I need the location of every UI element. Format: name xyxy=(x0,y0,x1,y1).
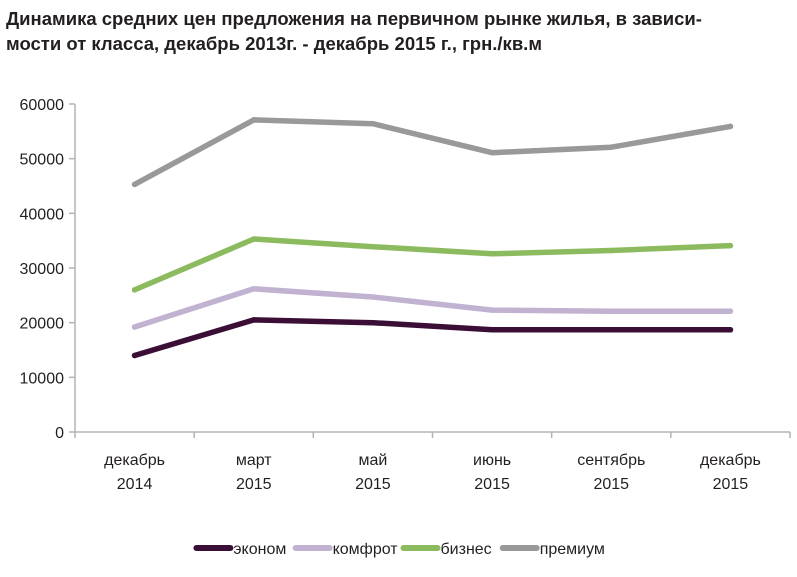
data-point-комфрот xyxy=(251,286,257,292)
data-point-эконом xyxy=(251,317,257,323)
data-point-бизнес xyxy=(727,242,734,249)
data-point-комфрот xyxy=(370,294,376,300)
data-point-комфрот xyxy=(131,324,138,330)
legend-label-комфрот: комфрот xyxy=(333,541,399,558)
data-point-бизнес xyxy=(131,287,138,293)
legend-label-бизнес: бизнес xyxy=(441,541,492,558)
y-tick-label: 10000 xyxy=(20,370,65,387)
data-point-премиум xyxy=(489,149,495,156)
x-tick-label: май 2015 xyxy=(355,452,391,493)
y-tick-label: 50000 xyxy=(20,152,65,169)
legend-label-премиум: премиум xyxy=(540,541,605,558)
x-tick-label: март 2015 xyxy=(236,452,272,493)
data-point-премиум xyxy=(131,181,138,188)
series-line-премиум xyxy=(131,117,734,188)
x-tick-label: декабрь 2014 xyxy=(104,452,165,493)
chart-title-line-1: Динамика средних цен предложения на перв… xyxy=(6,8,702,29)
y-axis: 0 10000 20000 30000 40000 50000 60000 xyxy=(20,97,76,442)
series-line-эконом xyxy=(131,317,734,359)
y-tick-label: 30000 xyxy=(20,261,65,278)
y-tick-label: 20000 xyxy=(20,316,65,333)
data-point-эконом xyxy=(489,327,495,333)
data-point-эконом xyxy=(608,327,614,333)
data-point-бизнес xyxy=(608,247,614,254)
x-tick-label: сентябрь 2015 xyxy=(577,452,645,493)
data-point-премиум xyxy=(251,117,257,123)
x-tick-label: декабрь 2015 xyxy=(700,452,761,493)
data-point-комфрот xyxy=(489,307,495,313)
series-line-комфрот xyxy=(131,286,734,330)
series-lines xyxy=(131,117,734,359)
data-point-эконом xyxy=(370,319,376,326)
x-tick-label: июнь 2015 xyxy=(473,452,511,493)
chart-title-line-2: мости от класса, декабрь 2013г. - декабр… xyxy=(6,33,543,54)
legend: эконом комфрот бизнес премиум xyxy=(193,541,605,558)
data-point-комфрот xyxy=(608,308,614,314)
data-point-бизнес xyxy=(489,251,495,257)
legend-label-эконом: эконом xyxy=(233,541,286,558)
x-axis: декабрь 2014 март 2015 май 2015 июнь 2015 сентяб… xyxy=(74,431,791,493)
data-point-бизнес xyxy=(251,236,257,242)
data-point-премиум xyxy=(370,120,376,127)
series-line-бизнес xyxy=(131,236,734,293)
chart-title: Динамика средних цен предложения на перв… xyxy=(6,6,791,56)
data-point-бизнес xyxy=(370,243,376,250)
data-point-эконом xyxy=(131,352,138,359)
y-tick-label: 0 xyxy=(55,425,64,442)
data-point-премиум xyxy=(608,144,614,150)
y-tick-label: 60000 xyxy=(20,97,65,114)
data-point-комфрот xyxy=(727,308,734,314)
y-tick-label: 40000 xyxy=(20,206,65,223)
data-point-премиум xyxy=(727,123,734,130)
data-point-эконом xyxy=(727,327,734,333)
